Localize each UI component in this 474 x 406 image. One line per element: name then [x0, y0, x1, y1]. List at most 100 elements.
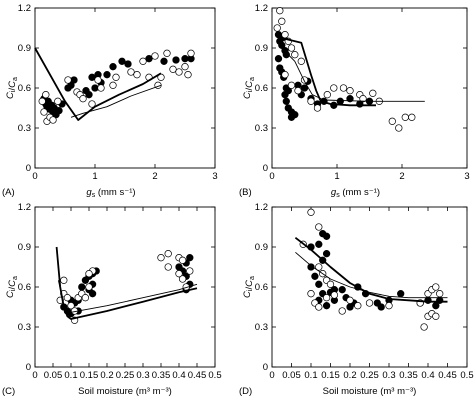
filled-marker — [181, 55, 189, 63]
filled-marker — [282, 51, 290, 59]
open-marker — [436, 290, 444, 298]
x-tick-label: 0.05 — [44, 370, 63, 381]
open-marker — [157, 254, 165, 262]
open-marker — [85, 270, 93, 278]
filled-marker — [109, 63, 117, 71]
y-tick-label: 0.9 — [18, 242, 31, 253]
x-tick-label: 0.25 — [116, 370, 135, 381]
open-marker — [40, 108, 48, 116]
model-line-thick — [278, 36, 376, 107]
filled-marker — [315, 280, 323, 288]
filled-marker — [315, 240, 323, 248]
open-marker — [369, 89, 377, 97]
filled-marker — [338, 286, 346, 294]
filled-marker — [70, 76, 78, 84]
open-marker — [315, 223, 323, 231]
filled-marker — [78, 283, 86, 291]
x-tick-label: 0.4 — [421, 370, 434, 381]
open-marker — [300, 76, 309, 84]
x-tick-label: 2 — [152, 171, 157, 182]
open-marker — [112, 73, 120, 81]
open-marker — [365, 299, 374, 307]
open-marker — [359, 95, 367, 103]
open-marker — [401, 113, 409, 121]
open-marker — [163, 49, 171, 57]
filled-marker — [186, 254, 194, 262]
x-tick-label: 0.2 — [343, 370, 356, 381]
filled-marker — [274, 55, 283, 63]
x-tick-label: 0.2 — [100, 370, 113, 381]
model-line-thin — [281, 47, 425, 102]
filled-marker — [124, 60, 132, 68]
filled-marker — [330, 101, 338, 109]
open-marker — [139, 57, 147, 65]
filled-marker — [300, 84, 309, 92]
y-axis-label: Ci/Ca — [5, 276, 19, 298]
y-tick-label: 0.6 — [18, 83, 31, 94]
open-marker — [330, 84, 338, 92]
x-tick-label: 0 — [269, 370, 274, 381]
open-marker — [85, 283, 93, 291]
x-tick-label: 0.25 — [360, 370, 379, 381]
filled-marker — [160, 57, 168, 65]
filled-marker — [55, 107, 63, 115]
open-marker — [178, 275, 187, 283]
y-tick-label: 0.3 — [18, 123, 31, 134]
filled-marker — [91, 84, 99, 92]
y-tick-label: 0 — [26, 163, 31, 174]
x-tick-label: 3 — [464, 171, 469, 182]
panel-label: (A) — [2, 187, 15, 198]
open-marker — [127, 68, 135, 76]
x-tick-label: 0.5 — [460, 370, 473, 381]
y-tick-label: 0 — [26, 362, 31, 373]
filled-marker — [118, 57, 126, 65]
open-marker — [339, 84, 348, 92]
open-marker — [307, 208, 315, 216]
filled-marker — [287, 113, 296, 121]
open-marker — [354, 302, 362, 310]
open-marker — [326, 280, 335, 288]
open-marker — [178, 256, 187, 264]
open-marker — [164, 250, 172, 258]
filled-marker — [311, 272, 319, 280]
open-marker — [109, 81, 117, 89]
open-marker — [408, 113, 416, 121]
open-marker — [338, 307, 346, 315]
x-tick-label: 0.1 — [304, 370, 317, 381]
chart-panel-3: 0 0.05 0.1 0.15 0.2 0.25 0.3 0.35 0.4 0.45 0.500.3… — [2, 202, 222, 397]
open-marker — [307, 97, 315, 105]
x-tick-label: 0.35 — [152, 370, 171, 381]
panel-label: (B) — [239, 187, 252, 198]
open-marker — [81, 294, 90, 302]
x-tick-label: 0.05 — [282, 370, 301, 381]
open-marker — [432, 283, 440, 291]
open-marker — [175, 68, 183, 76]
open-marker — [79, 95, 87, 103]
model-line-thin — [295, 251, 448, 299]
x-axis-label: Soil moisture (m³ m⁻³) — [78, 386, 172, 397]
open-marker — [63, 294, 72, 302]
open-marker — [278, 17, 286, 25]
open-marker — [385, 302, 393, 310]
open-marker — [322, 294, 331, 302]
filled-marker — [322, 302, 331, 310]
x-tick-label: 2 — [399, 171, 404, 182]
filled-marker — [88, 73, 96, 81]
chart-panel-1: 0 1 2 3 0 0.3 0.6 0.9 1.2 gs (mm s⁻¹) Ci/Ca (A) — [2, 3, 218, 199]
filled-marker — [397, 290, 405, 298]
model-line-thin — [57, 280, 198, 313]
model-line-thick — [294, 236, 448, 303]
y-tick-label: 1.2 — [18, 202, 31, 213]
filled-marker — [307, 263, 315, 271]
y-tick-label: 1.2 — [255, 3, 268, 14]
open-marker — [323, 91, 331, 99]
open-marker — [64, 76, 72, 84]
filled-marker — [282, 97, 290, 105]
open-marker — [281, 71, 289, 79]
y-tick-label: 0.6 — [255, 83, 268, 94]
open-marker — [287, 44, 296, 52]
open-marker — [187, 49, 195, 57]
open-marker — [420, 323, 428, 331]
y-tick-label: 0 — [263, 163, 268, 174]
